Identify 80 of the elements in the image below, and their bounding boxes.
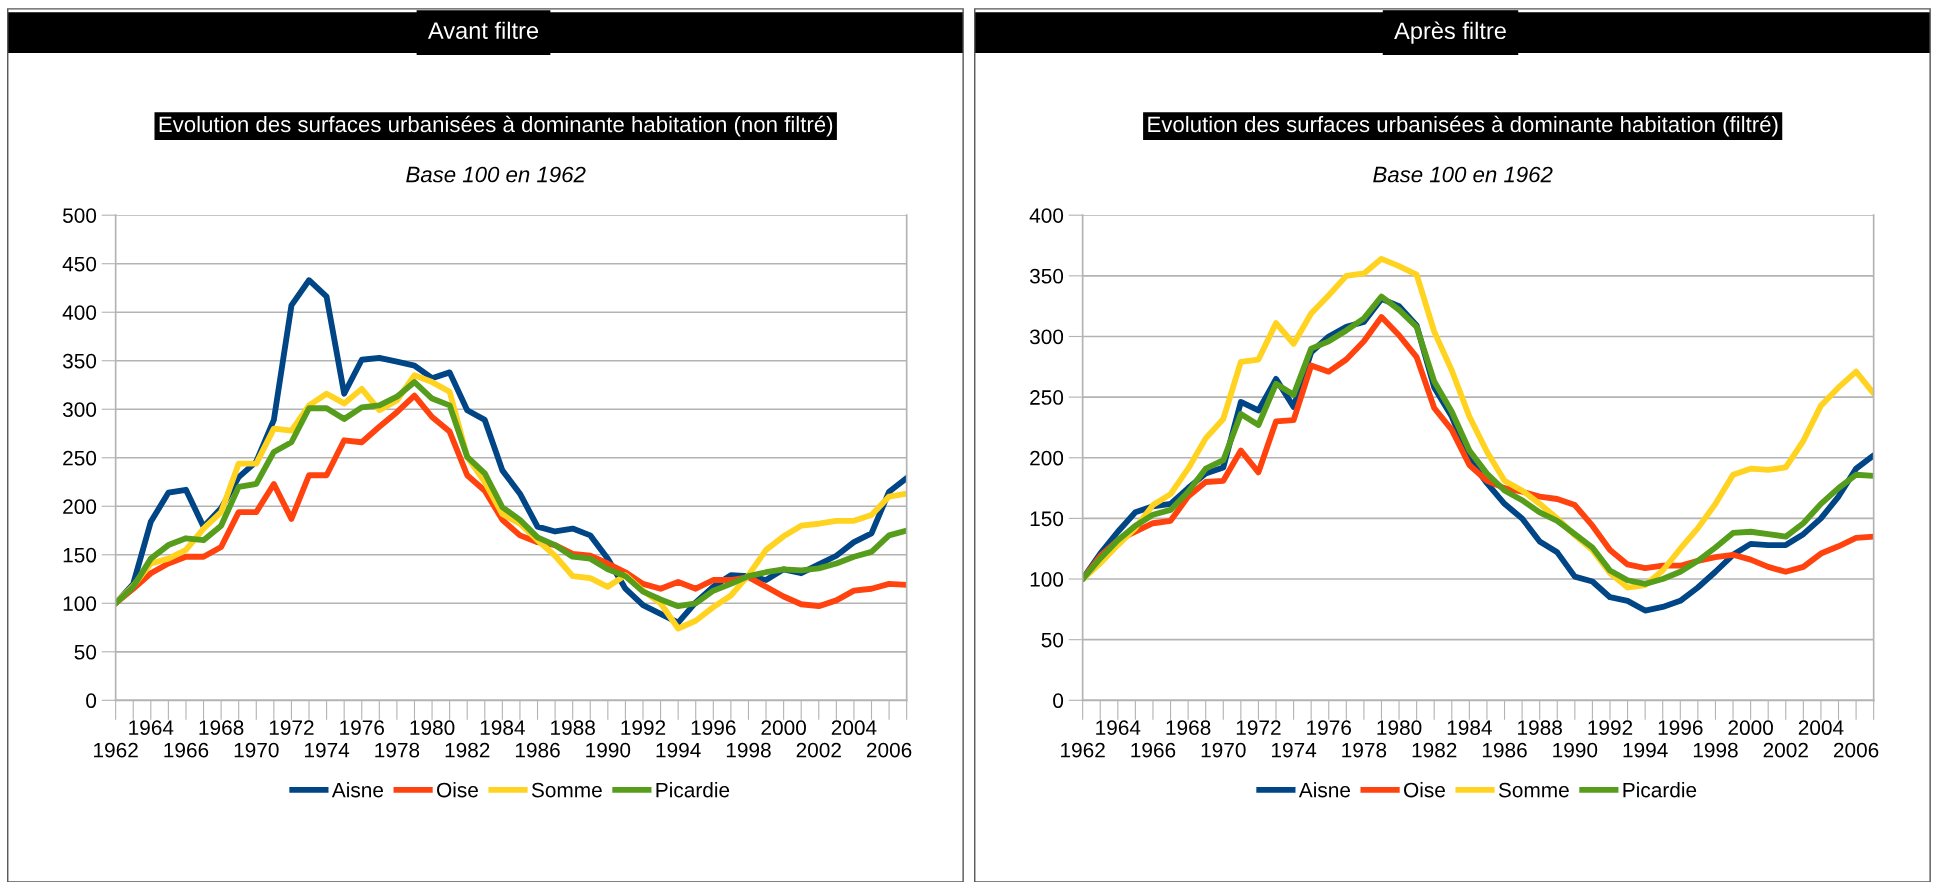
y-tick-label: 200	[1030, 450, 1064, 466]
x-tick-label: 1984	[1447, 720, 1492, 736]
x-tick-label: 1984	[480, 720, 525, 736]
x-tick-label: 1994	[1623, 742, 1668, 758]
y-tick-label: 400	[62, 305, 97, 320]
text: Après filtre	[1394, 21, 1506, 44]
x-tick-label: 1974	[1272, 742, 1317, 758]
legend-label: Somme	[531, 782, 602, 798]
x-tick-label: 1986	[1482, 742, 1527, 758]
x-tick-label: 1990	[586, 742, 631, 758]
x-tick-label: 1992	[621, 720, 666, 736]
x-tick-label: 1968	[199, 720, 244, 736]
x-tick-label: 1964	[1096, 720, 1141, 736]
x-tick-label: 1974	[305, 742, 350, 758]
legend-label: Picardie	[1623, 782, 1697, 798]
chart-title: Evolution des surfaces urbanisées à dominante habitation (filtré)	[1148, 115, 1778, 137]
x-tick-label: 1996	[1658, 720, 1703, 736]
x-tick-label: 2002	[1763, 742, 1808, 758]
y-tick-label: 300	[62, 402, 97, 417]
legend-label: Picardie	[656, 782, 730, 798]
y-tick-label: 0	[1053, 693, 1064, 709]
x-tick-label: 1998	[726, 742, 771, 758]
x-tick-label: 1990	[1553, 742, 1598, 758]
x-tick-label: 2004	[1798, 720, 1844, 736]
legend-label: Oise	[1404, 782, 1445, 798]
x-tick-label: 1982	[445, 742, 490, 758]
legend-label: Aisne	[1298, 782, 1351, 798]
x-tick-label: 2004	[831, 720, 877, 736]
y-tick-label: 100	[63, 596, 97, 612]
x-tick-label: 1998	[1693, 742, 1738, 758]
x-tick-label: 1962	[1061, 742, 1105, 758]
chart-title: Evolution des surfaces urbanisées à dominante habitation (non filtré)	[159, 115, 833, 137]
x-tick-label: 1966	[164, 742, 209, 758]
x-tick-label: 2000	[1728, 720, 1773, 736]
y-tick-label: 100	[1030, 572, 1064, 587]
x-tick-label: 1980	[1377, 720, 1422, 736]
x-tick-label: 1986	[515, 742, 560, 758]
x-tick-label: 1972	[1236, 720, 1281, 736]
x-tick-label: 1966	[1131, 742, 1176, 758]
x-tick-label: 1988	[551, 720, 595, 736]
y-tick-label: 200	[63, 499, 97, 515]
legend-label: Aisne	[331, 782, 384, 798]
legend-label: Oise	[437, 782, 478, 798]
y-tick-label: 400	[1029, 208, 1064, 223]
x-tick-label: 1980	[410, 720, 455, 736]
chart-subtitle: Base 100 en 1962	[1373, 166, 1553, 183]
x-tick-label: 1982	[1412, 742, 1457, 758]
x-tick-label: 1978	[1342, 742, 1387, 758]
x-tick-label: 2006	[866, 742, 912, 758]
y-tick-label: 150	[63, 547, 97, 563]
x-tick-label: 1970	[234, 742, 279, 758]
y-tick-label: 250	[1030, 390, 1064, 405]
x-tick-label: 1976	[340, 720, 384, 736]
x-tick-label: 1964	[129, 720, 174, 736]
y-tick-label: 350	[62, 353, 97, 369]
y-tick-label: 350	[1029, 268, 1064, 284]
x-tick-label: 1978	[375, 742, 420, 758]
y-tick-label: 50	[74, 644, 97, 660]
x-tick-label: 1972	[269, 720, 314, 736]
x-tick-label: 1988	[1518, 720, 1562, 736]
x-tick-label: 1976	[1307, 720, 1351, 736]
x-tick-label: 1994	[656, 742, 701, 758]
y-tick-label: 150	[1030, 511, 1064, 527]
y-tick-label: 500	[62, 208, 97, 223]
x-tick-label: 1992	[1588, 720, 1633, 736]
y-tick-label: 300	[1029, 329, 1064, 345]
y-tick-label: 250	[63, 450, 97, 466]
x-tick-label: 1970	[1201, 742, 1246, 758]
chart-subtitle: Base 100 en 1962	[406, 166, 586, 183]
y-tick-label: 0	[86, 693, 97, 709]
y-tick-label: 50	[1041, 632, 1064, 648]
x-tick-label: 1968	[1166, 720, 1211, 736]
y-tick-label: 450	[62, 256, 97, 272]
x-tick-label: 1996	[691, 720, 736, 736]
x-tick-label: 2006	[1833, 742, 1879, 758]
legend-label: Somme	[1498, 782, 1569, 798]
text: Avant filtre	[427, 21, 539, 39]
x-tick-label: 2002	[796, 742, 841, 758]
x-tick-label: 1962	[94, 742, 138, 758]
x-tick-label: 2000	[761, 720, 806, 736]
